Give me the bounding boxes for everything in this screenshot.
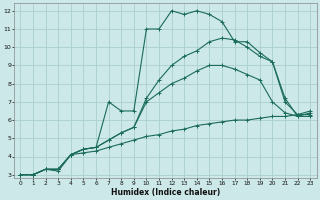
X-axis label: Humidex (Indice chaleur): Humidex (Indice chaleur)	[111, 188, 220, 197]
